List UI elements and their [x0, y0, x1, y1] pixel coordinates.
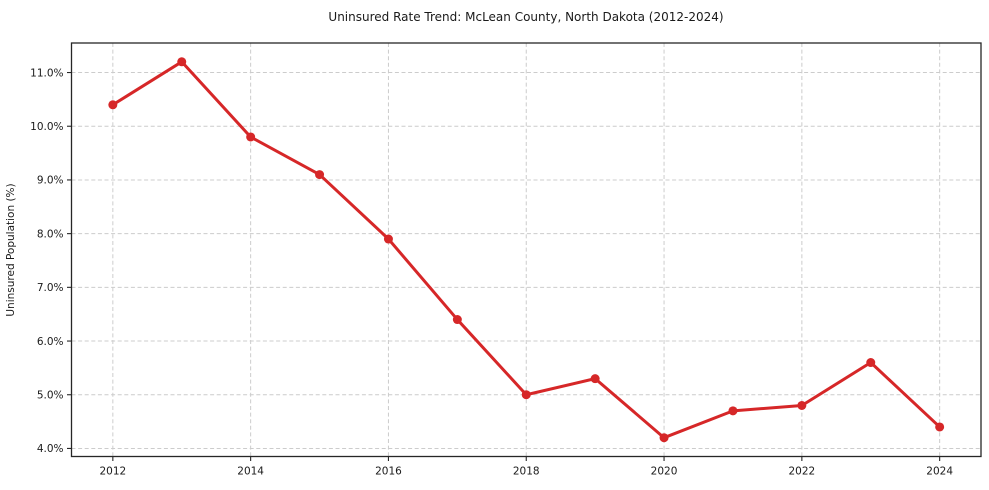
axis-ticks: [67, 71, 941, 461]
gridlines: [71, 43, 981, 457]
axis-tick-labels: 2012 2014 2016 2018 2020 2022 2024 4.0% 5.0% 6.0%…: [30, 67, 953, 477]
chart-title: Uninsured Rate Trend: McLean County, Nor…: [328, 10, 723, 24]
data-point: [383, 234, 393, 244]
y-axis-label: Uninsured Population (%): [5, 183, 17, 316]
y-tick-label: 10.0%: [30, 121, 63, 133]
data-point: [315, 170, 325, 180]
data-point: [521, 390, 531, 400]
data-point: [728, 406, 738, 416]
data-point: [177, 57, 187, 67]
data-point: [659, 433, 669, 443]
data-series: [108, 57, 945, 443]
data-point: [108, 100, 118, 110]
data-point: [797, 400, 807, 410]
data-point: [935, 422, 945, 432]
y-tick-label: 8.0%: [37, 228, 64, 240]
y-tick-label: 11.0%: [30, 67, 63, 79]
y-tick-label: 5.0%: [37, 390, 64, 402]
y-tick-label: 4.0%: [37, 443, 64, 455]
x-tick-label: 2024: [926, 466, 953, 478]
data-point: [246, 132, 256, 142]
y-tick-label: 9.0%: [37, 175, 64, 187]
x-tick-label: 2012: [99, 466, 126, 478]
x-tick-label: 2014: [237, 466, 264, 478]
data-point: [590, 374, 600, 384]
data-point: [452, 315, 462, 325]
y-tick-label: 6.0%: [37, 336, 64, 348]
x-tick-label: 2022: [788, 466, 815, 478]
x-tick-label: 2018: [513, 466, 540, 478]
y-tick-label: 7.0%: [37, 282, 64, 294]
x-tick-label: 2016: [375, 466, 402, 478]
data-point: [866, 358, 876, 368]
x-tick-label: 2020: [651, 466, 678, 478]
